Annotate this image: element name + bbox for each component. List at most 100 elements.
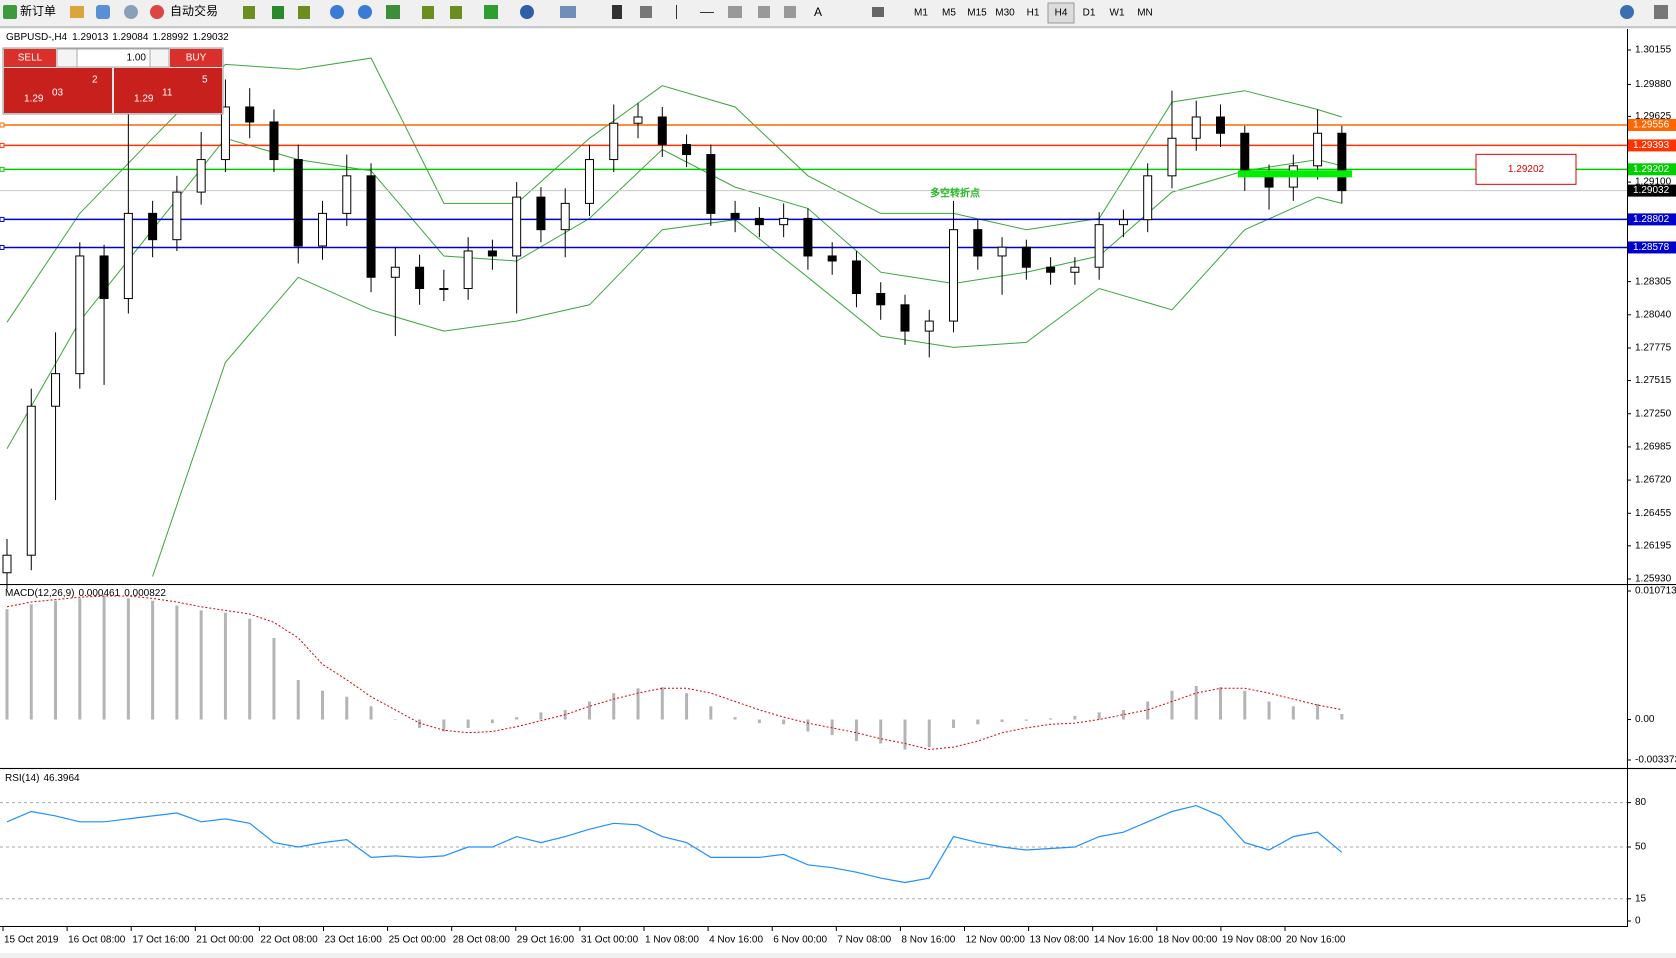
y-tick-label: 50 xyxy=(1635,842,1647,853)
toolbar-icon[interactable] xyxy=(96,5,110,19)
rsi-pane xyxy=(0,770,1676,926)
toolbar-icon[interactable] xyxy=(560,6,576,18)
time-label: 23 Oct 16:00 xyxy=(325,935,383,946)
y-tick-label: 1.26720 xyxy=(1635,475,1672,486)
timeframe-button[interactable]: M30 xyxy=(995,8,1015,19)
toolbar-icon[interactable] xyxy=(70,6,84,18)
open-info: 1.29013 xyxy=(72,32,109,43)
candle-body xyxy=(196,159,206,193)
timeframe-button[interactable]: M1 xyxy=(914,8,928,19)
bid-prefix[interactable]: 1.29 xyxy=(24,94,44,105)
bid-suffix[interactable]: 2 xyxy=(92,75,98,86)
bid-main[interactable]: 03 xyxy=(52,88,64,99)
candle-body xyxy=(99,255,109,300)
level-label-box xyxy=(1628,118,1676,131)
macd-bar xyxy=(976,719,980,725)
candle-body xyxy=(1264,175,1274,188)
timeframe-button[interactable]: D1 xyxy=(1083,8,1096,19)
toolbar-icon[interactable] xyxy=(358,5,372,19)
buy-label[interactable]: BUY xyxy=(186,53,207,64)
y-tick-label: 1.26195 xyxy=(1635,540,1672,551)
macd-bar xyxy=(1267,701,1271,720)
new-order-icon[interactable] xyxy=(3,5,17,19)
toolbar-icon[interactable] xyxy=(758,6,770,18)
macd-bar xyxy=(733,717,737,720)
candle-body xyxy=(1240,132,1250,177)
auto-trading-icon[interactable] xyxy=(150,5,164,19)
toolbar-icon[interactable] xyxy=(450,6,462,19)
candle-body xyxy=(245,106,255,123)
ask-suffix[interactable]: 5 xyxy=(202,75,208,86)
toolbar-icon[interactable] xyxy=(243,6,255,19)
toolbar-icon[interactable] xyxy=(1654,5,1668,19)
toolbar-icon[interactable] xyxy=(700,12,714,13)
candle-body xyxy=(924,320,934,332)
macd-bar xyxy=(54,600,58,720)
level-label-box xyxy=(1628,213,1676,226)
timeframe-active[interactable] xyxy=(1047,2,1075,24)
toolbar-icon[interactable] xyxy=(298,6,310,19)
band-lower xyxy=(152,196,1342,577)
sell-button[interactable] xyxy=(4,49,56,67)
macd-bar xyxy=(175,605,179,720)
toolbar-icon[interactable] xyxy=(330,5,344,19)
level-label-box xyxy=(1628,241,1676,254)
toolbar-icon[interactable] xyxy=(422,6,434,19)
y-tick-label: 1.30155 xyxy=(1635,45,1672,56)
level-label: 1.29202 xyxy=(1633,164,1670,175)
ask-main[interactable]: 11 xyxy=(162,88,173,99)
macd-value: 0.000461 xyxy=(78,588,120,599)
volume-down[interactable] xyxy=(56,48,78,68)
macd-bar xyxy=(879,719,883,744)
toolbar-icon[interactable] xyxy=(272,6,284,19)
time-label: 15 Oct 2019 xyxy=(4,935,59,946)
candle-body xyxy=(803,217,813,257)
toolbar-icon[interactable] xyxy=(386,5,400,19)
trade-panel: SELL 1.00 BUY 1.29 03 2 1.29 11 5 xyxy=(2,47,224,115)
timeframe-button[interactable]: W1 xyxy=(1110,8,1125,19)
volume-up[interactable] xyxy=(149,48,170,68)
toolbar-icon[interactable] xyxy=(612,5,622,19)
candle-body xyxy=(1337,132,1347,192)
macd-bar xyxy=(539,712,543,720)
current-price-box xyxy=(1628,184,1676,197)
candle-body xyxy=(609,122,619,161)
candle-body xyxy=(900,304,910,332)
candle-body xyxy=(220,106,230,161)
ask-prefix[interactable]: 1.29 xyxy=(134,94,154,105)
time-label: 1 Nov 08:00 xyxy=(645,935,699,946)
toolbar-icon[interactable] xyxy=(676,5,677,19)
candle-body xyxy=(1070,266,1080,273)
toolbar-icon[interactable] xyxy=(784,6,796,18)
candle-body xyxy=(293,159,303,247)
volume-value[interactable]: 1.00 xyxy=(127,53,147,64)
auto-trading-button[interactable]: 自动交易 xyxy=(170,3,218,18)
signal-line xyxy=(6,595,1342,751)
toolbar-icon[interactable] xyxy=(728,6,742,18)
buy-button[interactable] xyxy=(170,49,222,67)
toolbar-icon[interactable] xyxy=(872,7,884,17)
macd-bar xyxy=(757,719,761,724)
timeframe-button[interactable]: MN xyxy=(1137,8,1153,19)
bid-box[interactable] xyxy=(4,68,112,113)
new-order-button[interactable]: 新订单 xyxy=(20,3,56,18)
macd-bar xyxy=(369,706,373,720)
level-label: 1.29556 xyxy=(1633,120,1670,131)
candle-body xyxy=(949,229,959,322)
toolbar-icon[interactable] xyxy=(124,5,138,19)
text-tool[interactable]: A xyxy=(814,5,822,19)
toolbar-icon[interactable] xyxy=(520,5,534,19)
toolbar-icon[interactable] xyxy=(640,6,652,18)
signal-value: 0.000822 xyxy=(124,588,166,599)
search-icon[interactable] xyxy=(1620,5,1634,19)
sell-label[interactable]: SELL xyxy=(18,53,43,64)
ask-box[interactable] xyxy=(114,68,222,113)
toolbar-icon[interactable] xyxy=(484,5,498,19)
timeframe-button[interactable]: H4 xyxy=(1055,8,1068,19)
macd-bar xyxy=(685,693,689,720)
timeframe-button[interactable]: M15 xyxy=(967,8,987,19)
level-label-box xyxy=(1628,139,1676,152)
timeframe-button[interactable]: M5 xyxy=(942,8,956,19)
timeframe-button[interactable]: H1 xyxy=(1027,8,1040,19)
macd-bar xyxy=(151,600,155,720)
